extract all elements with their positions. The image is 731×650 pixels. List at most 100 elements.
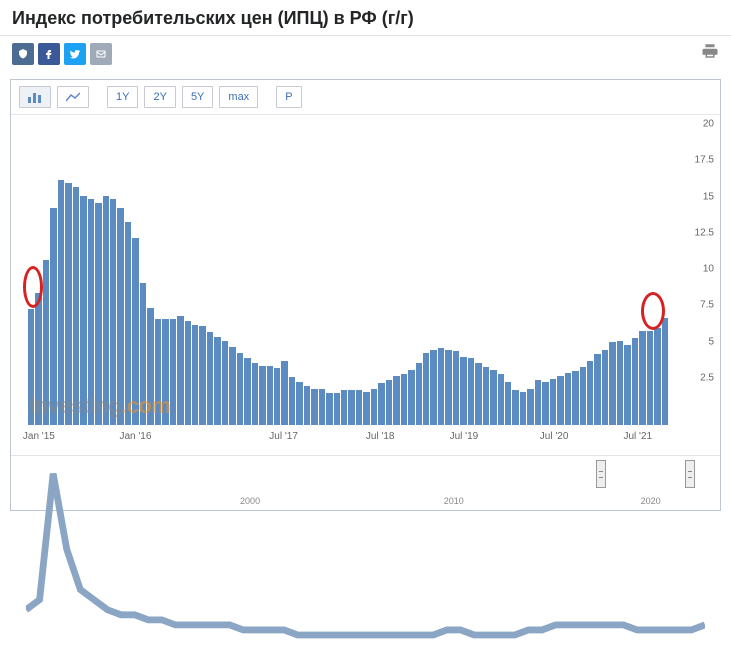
x-tick: Jul '19 [450,431,479,442]
x-tick: Jul '21 [624,431,653,442]
bar [214,337,220,425]
line-chart-button[interactable] [57,86,89,108]
nav-tick: 2010 [444,496,464,506]
twitter-share-button[interactable] [64,43,86,65]
bar [580,367,586,425]
x-tick: Jul '20 [540,431,569,442]
bar [401,374,407,425]
bar [624,345,630,425]
watermark: Investing.com [29,393,170,419]
bar [252,363,258,425]
y-tick: 20 [703,119,714,130]
x-axis: Jan '15 Jan '16 Jul '17 Jul '18 Jul '19 Jul '… [26,431,670,447]
x-tick: Jul '17 [269,431,298,442]
x-tick: Jul '18 [366,431,395,442]
bar [527,389,533,425]
bar [222,341,228,425]
y-tick: 15 [703,191,714,202]
p-button[interactable]: P [276,86,301,108]
bar [378,383,384,425]
bar [468,358,474,425]
bar [475,363,481,425]
range-max-button[interactable]: max [219,86,258,108]
print-icon[interactable] [701,42,719,65]
bar [88,199,94,425]
bar [587,361,593,425]
bar [371,389,377,425]
bar [557,376,563,425]
bar [565,373,571,425]
bar [289,377,295,425]
range-2y-button[interactable]: 2Y [144,86,175,108]
y-tick: 12.5 [695,227,714,238]
bar [386,380,392,425]
page-title: Индекс потребительских цен (ИПЦ) в РФ (г… [12,8,414,29]
bar [498,374,504,425]
bar [550,379,556,425]
bar [229,347,235,425]
nav-tick: 2020 [641,496,661,506]
bar [453,351,459,425]
bar [319,389,325,425]
bar [483,367,489,425]
bar [207,332,213,425]
bar [602,350,608,425]
bar [460,357,466,425]
chart-plot-area: 2.557.51012.51517.520 Jan '15Jan '16Jul … [11,115,720,455]
bar [237,353,243,426]
bar [177,316,183,425]
vk-share-button[interactable] [12,43,34,65]
bar [259,366,265,425]
bar [326,393,332,425]
bar [512,390,518,425]
x-tick: Jan '16 [120,431,152,442]
bar [363,392,369,425]
navigator-handle-right[interactable] [685,460,695,488]
bar [267,366,273,425]
bar [430,350,436,425]
bar [393,376,399,425]
bar [438,348,444,425]
y-tick: 2.5 [700,372,714,383]
bar [423,353,429,426]
bar [110,199,116,425]
range-1y-button[interactable]: 1Y [107,86,138,108]
y-tick: 7.5 [700,300,714,311]
bar [520,392,526,425]
bar [281,361,287,425]
bar [103,196,109,425]
bar [244,358,250,425]
bar [95,203,101,425]
nav-tick: 2000 [240,496,260,506]
navigator-handle-left[interactable] [596,460,606,488]
facebook-share-button[interactable] [38,43,60,65]
bar [185,321,191,425]
bar [274,368,280,425]
bar [341,390,347,425]
bar-chart-button[interactable] [19,86,51,108]
x-tick: Jan '15 [23,431,55,442]
bar [609,342,615,425]
bar [199,326,205,425]
bar [662,318,668,425]
bar [73,187,79,425]
bar [416,363,422,425]
bar [311,389,317,425]
bar [505,382,511,426]
bar [65,183,71,425]
bar [572,371,578,425]
social-share-bar [12,43,112,65]
bar [647,331,653,425]
bar [632,338,638,425]
chart-toolbar: 1Y 2Y 5Y max P [11,80,720,115]
bar [535,380,541,425]
bar [170,319,176,425]
email-share-button[interactable] [90,43,112,65]
bar-series [26,135,670,425]
bar [542,382,548,426]
y-tick: 10 [703,264,714,275]
bar [80,196,86,425]
navigator[interactable]: 2000 2010 2020 [11,455,720,510]
range-5y-button[interactable]: 5Y [182,86,213,108]
bar [639,331,645,425]
